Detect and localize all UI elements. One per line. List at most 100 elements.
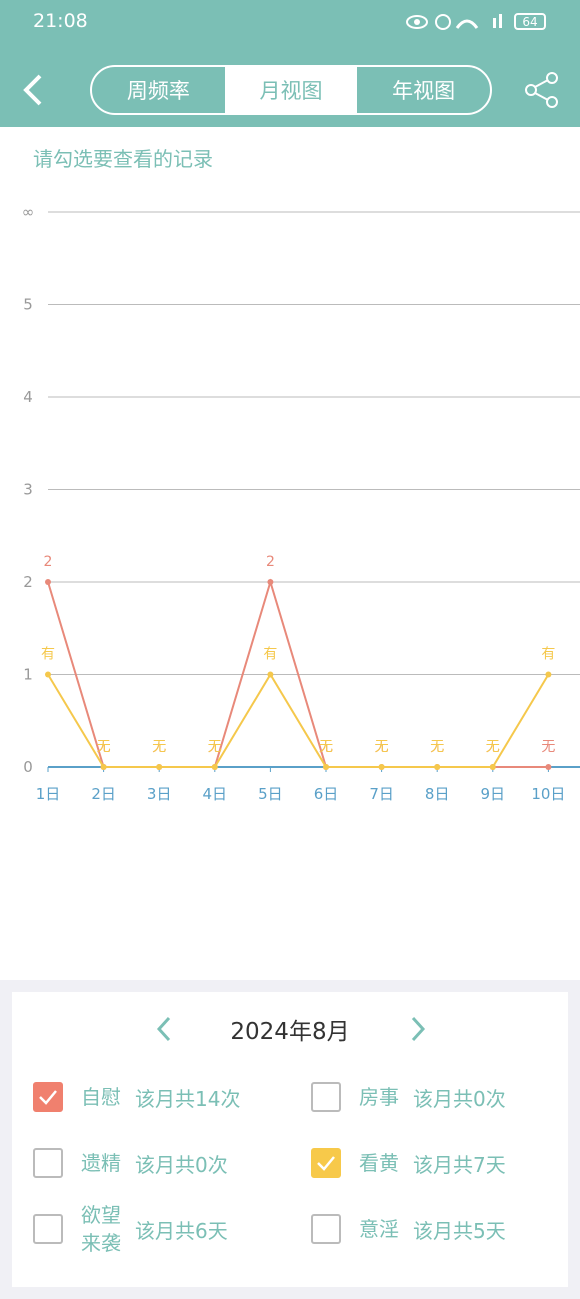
record-name: 房事 [359,1085,399,1109]
data-label: 无 [375,739,389,755]
data-point [489,764,496,770]
share-button[interactable] [524,72,560,108]
x-tick-label: 6日 [314,785,339,803]
record-card [12,992,568,1287]
check-mark [317,1156,335,1171]
data-label: 无 [486,739,500,755]
x-tick-label: 3日 [147,785,172,803]
alarm-icon [435,14,451,30]
record-summary: 该月共6天 [135,1218,228,1243]
record-item: 欲望来袭 该月共6天 [33,1199,293,1259]
next-month[interactable] [406,1015,430,1043]
tab[interactable]: 月视图 [224,67,358,113]
data-label: 无 [430,739,444,755]
record-item: 自慰 该月共14次 [33,1067,293,1127]
data-label: 无 [319,739,333,755]
tab-bar: 周频率 月视图 年视图 [90,65,492,115]
data-point [267,671,274,678]
x-tick-label: 4日 [203,785,228,803]
month-label: 2024年8月 [230,1019,350,1045]
checkbox[interactable] [33,1148,63,1178]
y-tick-label: 0 [23,758,33,776]
tab[interactable]: 周频率 [126,79,190,103]
record-item: 遗精 该月共0次 [33,1133,293,1193]
x-tick-label: 9日 [481,785,506,803]
record-summary: 该月共5天 [413,1218,506,1243]
data-label: 无 [208,739,222,755]
subtitle: 请勾选要查看的记录 [33,147,213,171]
x-tick-label: 7日 [369,785,394,803]
signal-icon [493,18,496,28]
record-name: 意淫 [359,1217,399,1241]
record-item: 意淫 该月共5天 [311,1199,571,1259]
data-point [378,764,385,770]
data-point [45,579,51,585]
data-label: 2 [44,554,53,570]
eye-icon [406,15,428,29]
record-name: 欲望来袭 [81,1203,121,1255]
data-point [45,671,51,678]
y-tick-label: 4 [23,388,33,406]
data-point [267,579,274,585]
data-label: 有 [263,647,277,663]
data-label: 有 [41,647,55,663]
data-label: 无 [208,739,222,755]
data-label: 有 [541,647,555,663]
record-item: 看黄 该月共7天 [311,1133,571,1193]
signal-icon [499,14,502,28]
chart: 012345∞1日 2日 3日 4日 5日 6日 7日 8日 9日 10日2无无无2无无无无无有无… [22,203,580,803]
data-point [100,764,107,770]
data-point [211,764,218,770]
record-item: 房事 该月共0次 [311,1067,571,1127]
record-name: 遗精 [81,1151,121,1175]
data-label: 无 [319,739,333,755]
checkbox[interactable] [311,1214,341,1244]
checkbox[interactable] [33,1214,63,1244]
checkbox[interactable] [311,1082,341,1112]
x-tick-label: 5日 [258,785,283,803]
back-button[interactable] [18,72,48,108]
data-point [545,671,552,678]
prev-month[interactable] [152,1015,176,1043]
y-tick-label: 3 [23,481,33,499]
data-point [323,764,329,770]
tab[interactable]: 年视图 [392,79,456,103]
y-tick-label: 5 [23,296,33,314]
eye-pupil [414,19,420,25]
data-label: 2 [266,554,275,570]
battery-icon [514,13,546,30]
record-name: 自慰 [81,1085,121,1109]
data-point [156,764,163,770]
checkbox[interactable] [33,1082,63,1112]
checkbox[interactable] [311,1148,341,1178]
status-icons: 64 [406,13,546,30]
x-tick-label: 10日 [531,785,565,803]
y-tick-label: 1 [23,666,33,684]
y-tick-label: ∞ [22,203,35,221]
data-point [545,764,552,770]
data-label: 无 [97,739,111,755]
record-summary: 该月共7天 [413,1152,506,1177]
record-summary: 该月共0次 [135,1152,228,1177]
x-tick-label: 1日 [36,785,61,803]
data-label: 无 [486,739,500,755]
record-list: 自慰 该月共14次 房事 该月共0次 遗精 该月共0次 看黄 该月共7天 欲望来袭 该月共6天 意淫… [33,1067,571,1259]
data-label: 无 [430,739,444,755]
app-bar: 21:08 64 周频率 月视图 年视图 [0,0,580,127]
battery-level: 64 [522,15,537,29]
series-line [47,672,550,768]
record-summary: 该月共14次 [135,1086,241,1111]
x-tick-label: 2日 [91,785,116,803]
x-tick-label: 8日 [425,785,450,803]
check-mark [39,1090,57,1105]
wifi-icon [455,19,479,29]
data-point [434,764,441,770]
data-label: 无 [97,739,111,755]
data-label: 无 [541,739,555,755]
record-summary: 该月共0次 [413,1086,506,1111]
status-time: 21:08 [33,10,88,32]
data-label: 无 [152,739,166,755]
y-tick-label: 2 [23,573,33,591]
data-label: 无 [375,739,389,755]
data-label: 无 [152,739,166,755]
